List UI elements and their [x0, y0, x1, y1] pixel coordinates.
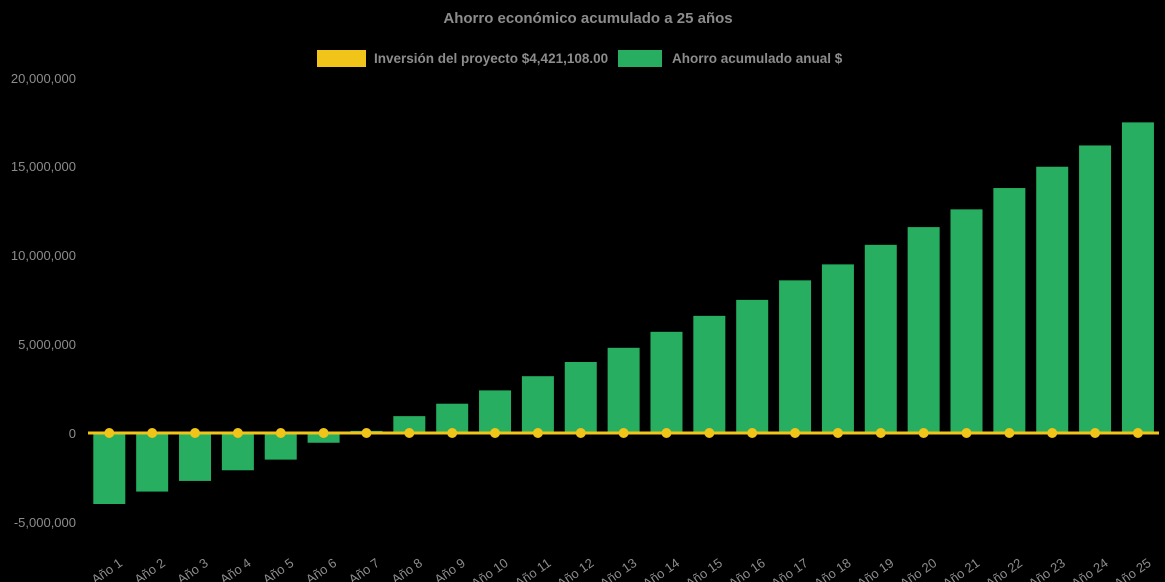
svg-text:Ahorro económico acumulado a 2: Ahorro económico acumulado a 25 años	[443, 10, 732, 27]
svg-text:-5,000,000: -5,000,000	[14, 515, 76, 530]
svg-text:15,000,000: 15,000,000	[11, 159, 76, 174]
svg-text:Inversión del proyecto $4,421,: Inversión del proyecto $4,421,108.00	[374, 51, 608, 66]
svg-text:10,000,000: 10,000,000	[11, 248, 76, 263]
svg-text:Ahorro acumulado anual $: Ahorro acumulado anual $	[672, 51, 843, 66]
svg-text:20,000,000: 20,000,000	[11, 71, 76, 86]
svg-text:5,000,000: 5,000,000	[18, 337, 76, 352]
svg-text:0: 0	[69, 426, 76, 441]
